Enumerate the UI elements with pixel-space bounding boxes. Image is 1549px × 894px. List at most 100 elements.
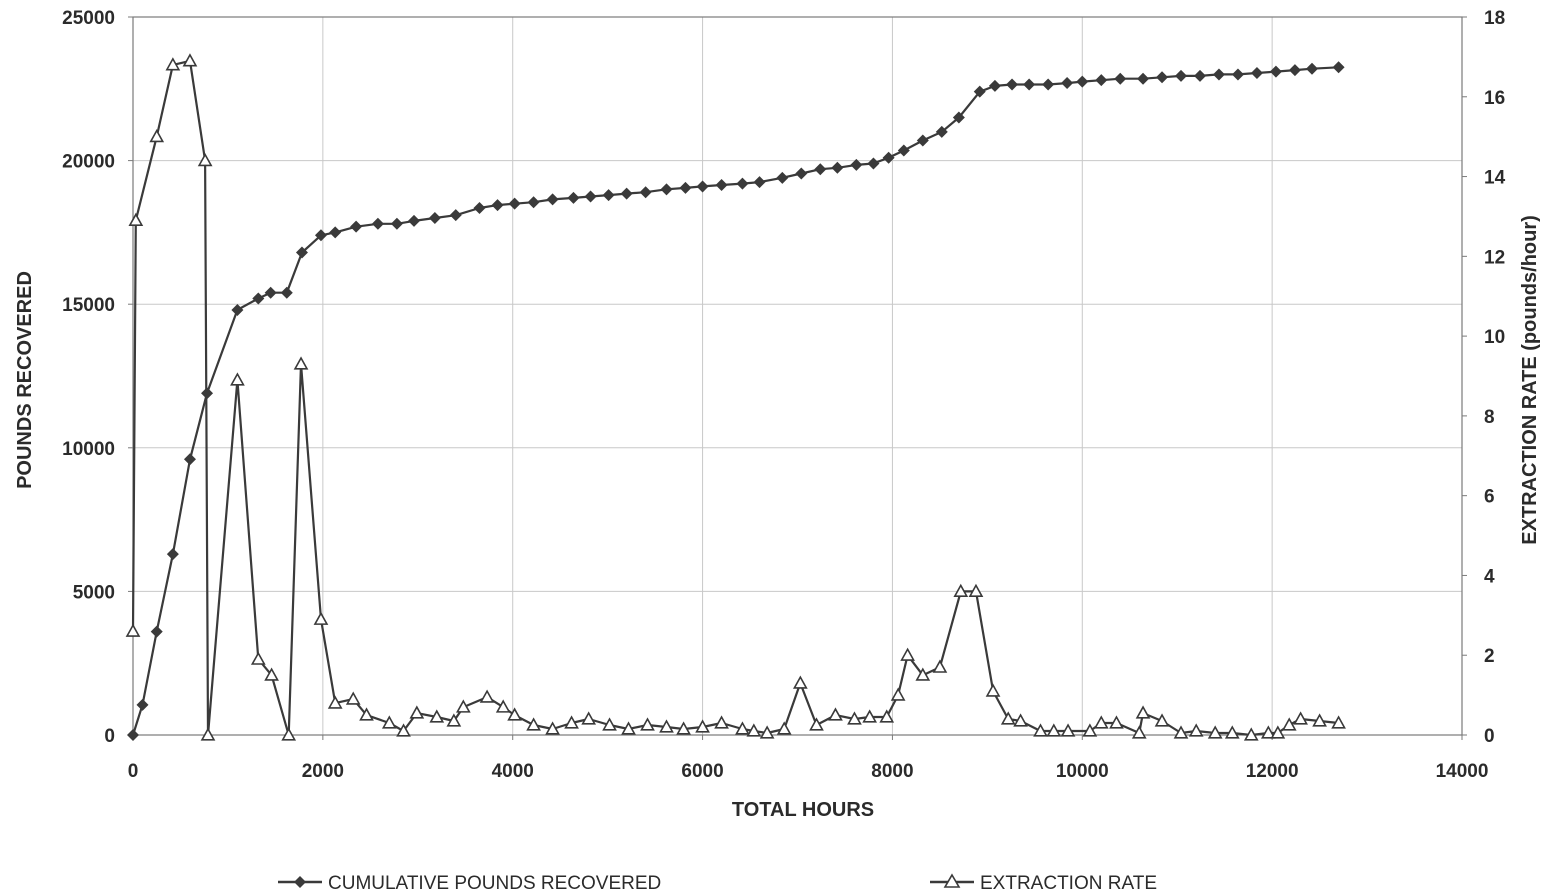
legend-item-extraction-rate: EXTRACTION RATE [930, 873, 1157, 894]
left-y-axis-title: POUNDS RECOVERED [14, 271, 36, 489]
data-point-diamond [715, 179, 728, 192]
data-point-diamond [1006, 78, 1019, 91]
data-point-diamond [1175, 69, 1188, 82]
data-point-triangle [313, 611, 329, 625]
data-point-triangle [507, 707, 522, 721]
data-point-diamond [867, 157, 880, 170]
data-point-diamond [1269, 65, 1282, 78]
data-point-diamond [166, 548, 179, 561]
data-point-diamond [546, 193, 559, 206]
legend-label-cumulative: CUMULATIVE POUNDS RECOVERED [328, 873, 661, 894]
x-tick-label: 4000 [492, 761, 534, 782]
data-point-triangle [455, 699, 471, 713]
data-point-diamond [1231, 68, 1244, 81]
data-point-triangle [359, 707, 374, 721]
y-tick-label: 15000 [62, 295, 115, 316]
data-point-triangle [1135, 705, 1151, 719]
y-tick-label: 5000 [73, 582, 115, 603]
x-tick-label: 12000 [1246, 761, 1299, 782]
series-extraction-rate [125, 53, 1346, 741]
data-point-triangle [640, 717, 655, 731]
data-point-diamond [1156, 71, 1169, 84]
series-cumulative-pounds [127, 61, 1345, 741]
data-point-triangle [197, 152, 213, 167]
x-tick-label: 0 [128, 761, 139, 782]
data-point-diamond [150, 625, 163, 638]
y-tick-label: 25000 [62, 8, 115, 29]
data-point-triangle [890, 687, 906, 701]
data-point-diamond [390, 217, 403, 230]
data-point-triangle [1270, 725, 1286, 739]
x-tick-label: 10000 [1056, 761, 1109, 782]
data-point-triangle [230, 372, 245, 386]
x-tick-label: 14000 [1436, 761, 1489, 782]
data-point-triangle [1281, 717, 1297, 731]
data-point-triangle [915, 667, 931, 681]
y2-tick-label: 8 [1484, 407, 1495, 428]
data-point-diamond [1137, 72, 1150, 85]
data-point-diamond [660, 183, 673, 196]
data-point-triangle [735, 721, 750, 735]
data-point-triangle [953, 583, 969, 598]
data-point-triangle [1188, 723, 1204, 737]
data-point-triangle [149, 129, 165, 143]
data-point-diamond [620, 187, 633, 200]
data-point-diamond [897, 144, 910, 157]
data-point-triangle [792, 675, 808, 689]
data-point-triangle [828, 707, 843, 721]
data-point-triangle [602, 717, 617, 731]
data-point-triangle [1000, 711, 1016, 725]
data-point-triangle [446, 713, 462, 727]
data-point-triangle [327, 695, 343, 709]
data-point-triangle [1033, 723, 1048, 737]
data-point-diamond [183, 453, 196, 466]
y2-tick-label: 10 [1484, 327, 1505, 348]
data-point-triangle [879, 709, 895, 723]
data-point-diamond [1212, 68, 1225, 81]
data-point-diamond [527, 196, 540, 209]
data-point-triangle [746, 723, 762, 737]
legend-item-cumulative: CUMULATIVE POUNDS RECOVERED [278, 873, 661, 894]
data-point-diamond [795, 167, 808, 180]
data-point-diamond [1023, 78, 1036, 91]
data-point-triangle [581, 711, 597, 725]
data-point-triangle [714, 715, 729, 729]
data-point-diamond [280, 286, 293, 299]
data-point-triangle [128, 212, 144, 227]
data-point-diamond [127, 729, 139, 741]
plot-area-frame [132, 16, 1463, 736]
data-point-triangle [1260, 725, 1276, 739]
data-point-triangle [932, 659, 948, 673]
data-point-triangle [1131, 725, 1147, 739]
left-y-axis-ticks: 0 5000 10000 15000 20000 25000 [62, 8, 133, 747]
data-point-diamond [988, 79, 1001, 92]
data-point-diamond [679, 181, 692, 194]
data-point-diamond [491, 199, 504, 212]
data-point-diamond [639, 186, 652, 199]
data-point-triangle [1173, 725, 1189, 739]
data-point-diamond [1114, 72, 1127, 85]
data-point-diamond [850, 158, 863, 171]
x-axis-title: TOTAL HOURS [732, 799, 874, 821]
data-point-triangle [429, 709, 445, 723]
legend-label-extraction-rate: EXTRACTION RATE [980, 873, 1157, 894]
data-point-triangle [1243, 727, 1259, 741]
data-point-diamond [295, 246, 308, 259]
data-point-diamond [449, 209, 462, 222]
data-point-diamond [428, 212, 441, 225]
data-point-triangle [396, 723, 411, 737]
right-y-axis-ticks: 0 2 4 6 8 10 12 14 16 18 [1462, 8, 1506, 747]
legend: CUMULATIVE POUNDS RECOVERED EXTRACTION R… [278, 873, 1157, 894]
data-point-diamond [1095, 74, 1108, 87]
data-point-diamond [350, 220, 363, 233]
data-point-triangle [900, 647, 915, 661]
data-point-diamond [1250, 67, 1263, 80]
right-y-axis-title: EXTRACTION RATE (pounds/hour) [1519, 215, 1541, 545]
data-point-diamond [814, 163, 827, 176]
data-point-diamond [916, 134, 929, 147]
data-point-diamond [136, 698, 149, 711]
data-point-triangle [250, 651, 266, 665]
data-point-triangle [1312, 713, 1327, 727]
data-point-diamond [776, 171, 789, 184]
data-point-triangle [1046, 723, 1062, 737]
